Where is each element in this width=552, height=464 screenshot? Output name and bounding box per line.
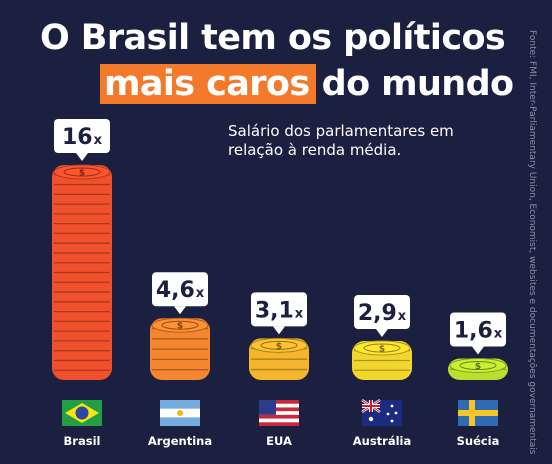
coin-top-face — [250, 337, 308, 353]
bar-2: $3,1x EUA — [249, 292, 309, 448]
coin-top-face — [353, 340, 411, 356]
bar-4: $1,6x Suécia — [448, 312, 508, 448]
source-note: Fonte: FMI, Inter-Parliamentary Union, E… — [527, 30, 537, 455]
usa-flag-icon — [259, 400, 299, 426]
callout-box — [354, 295, 410, 330]
category-label: EUA — [266, 434, 292, 448]
callout-pointer — [376, 329, 388, 338]
chart-title-line2: mais caros do mundo — [100, 64, 514, 104]
coin-top-rim — [161, 320, 199, 330]
callout-box — [251, 292, 307, 327]
coin-dollar-sign: $ — [79, 169, 85, 179]
coin-top-rim — [63, 167, 101, 177]
callout-box — [54, 119, 110, 153]
coin-top-rim — [459, 361, 497, 370]
value-label: 3,1x — [255, 298, 304, 323]
bar-1: $4,6x Argentina — [148, 272, 212, 448]
chart-subtitle: Salário dos parlamentares em relação à r… — [228, 122, 454, 159]
coin-dollar-sign: $ — [177, 322, 183, 332]
coin-top-rim — [260, 340, 298, 350]
callout-pointer — [472, 346, 484, 355]
value-label: 2,9x — [358, 301, 407, 326]
brazil-flag-icon — [62, 400, 102, 426]
coin-dollar-sign: $ — [379, 345, 385, 355]
bar-0: $16x Brasil — [52, 119, 112, 448]
callout-box — [450, 312, 506, 347]
title-rest: do mundo — [321, 64, 514, 104]
value-callout: 4,6x — [152, 272, 208, 315]
category-label: Argentina — [148, 434, 212, 448]
value-label: 16x — [62, 125, 103, 150]
callout-pointer — [273, 326, 285, 335]
coin-top-face — [449, 358, 507, 373]
value-label: 4,6x — [156, 278, 205, 303]
callout-pointer — [174, 306, 186, 315]
category-label: Brasil — [64, 434, 101, 448]
coin-top-face — [53, 164, 111, 180]
callout-pointer — [76, 153, 88, 161]
value-callout: 3,1x — [251, 292, 307, 335]
category-label: Austrália — [353, 434, 412, 448]
coin-top-face — [151, 317, 209, 333]
title-highlight: mais caros — [100, 64, 316, 104]
callout-box — [152, 272, 208, 307]
sweden-flag-icon — [458, 400, 498, 426]
argentina-flag-icon — [160, 400, 200, 426]
chart-title: O Brasil tem os políticos — [40, 18, 506, 58]
value-callout: 16x — [54, 119, 110, 161]
bar-3: $2,9x Austrália — [352, 295, 412, 448]
value-callout: 1,6x — [450, 312, 506, 355]
title-line1: O Brasil tem os políticos — [40, 18, 506, 58]
coin-dollar-sign: $ — [475, 362, 481, 372]
value-callout: 2,9x — [354, 295, 410, 338]
coin-dollar-sign: $ — [276, 342, 282, 352]
australia-flag-icon — [361, 398, 402, 426]
value-label: 1,6x — [454, 319, 503, 344]
category-label: Suécia — [457, 434, 500, 448]
coin-top-rim — [363, 343, 401, 353]
